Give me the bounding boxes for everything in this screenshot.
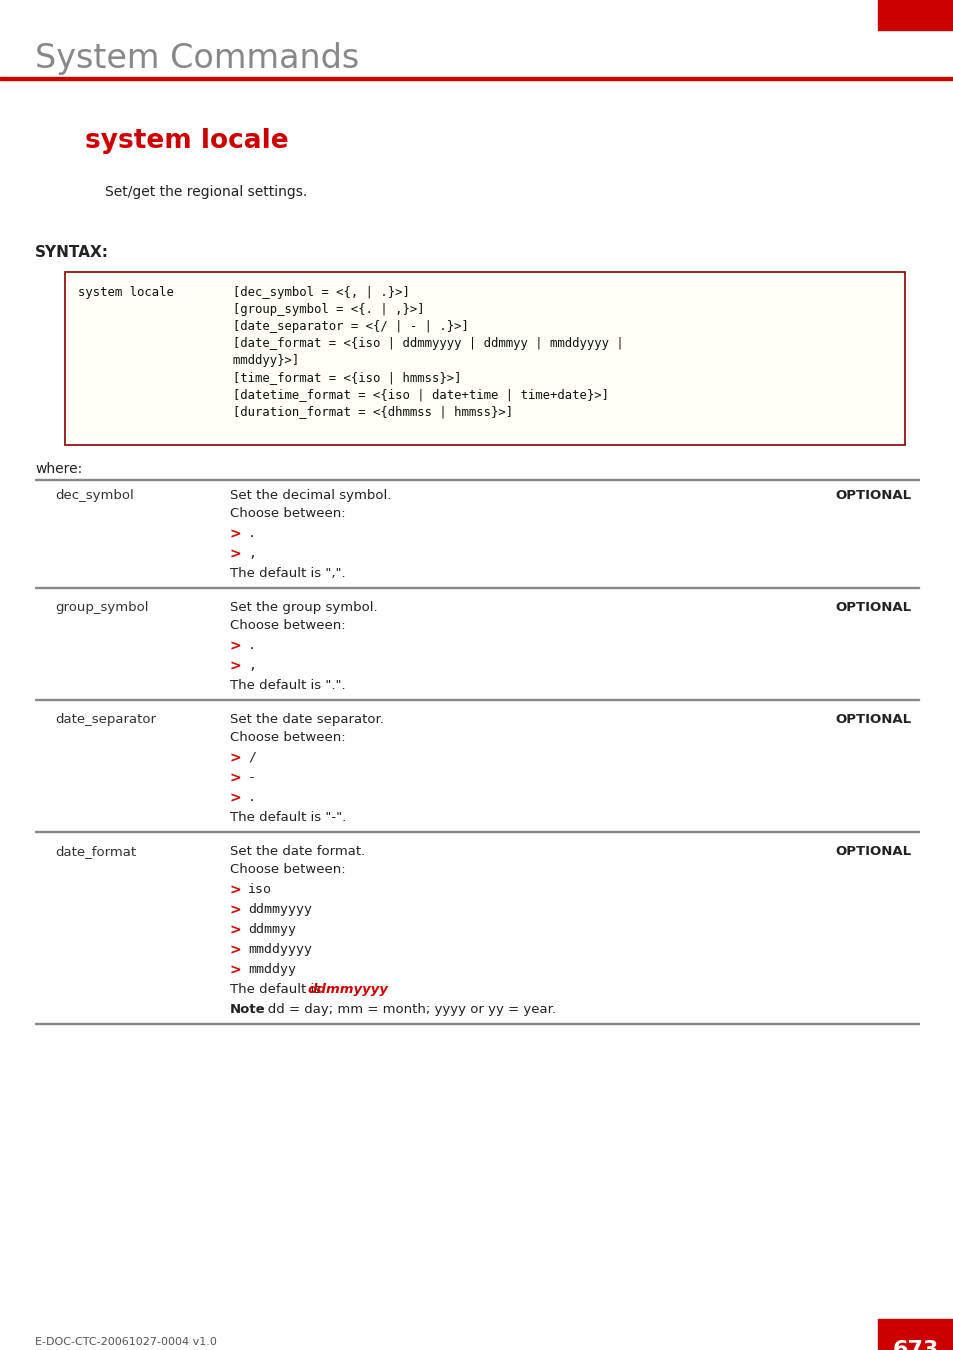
Text: Choose between:: Choose between:: [230, 620, 345, 632]
Text: >: >: [230, 639, 241, 653]
Text: where:: where:: [35, 462, 82, 477]
Text: System Commands: System Commands: [35, 42, 359, 76]
Text: Choose between:: Choose between:: [230, 730, 345, 744]
Text: Set the date format.: Set the date format.: [230, 845, 365, 859]
Text: iso: iso: [248, 883, 272, 896]
Text: date_format: date_format: [55, 845, 136, 859]
Text: [date_format = <{iso | ddmmyyyy | ddmmyy | mmddyyyy |: [date_format = <{iso | ddmmyyyy | ddmmyy…: [78, 338, 623, 350]
Text: [duration_format = <{dhmmss | hmmss}>]: [duration_format = <{dhmmss | hmmss}>]: [78, 405, 513, 418]
Text: OPTIONAL: OPTIONAL: [835, 601, 911, 614]
Text: The default is "-".: The default is "-".: [230, 811, 346, 824]
Text: [time_format = <{iso | hmmss}>]: [time_format = <{iso | hmmss}>]: [78, 371, 461, 383]
Text: The default is ".".: The default is ".".: [230, 679, 345, 693]
Text: mmddyyyy: mmddyyyy: [248, 944, 312, 956]
Text: SYNTAX:: SYNTAX:: [35, 244, 109, 261]
Text: E-DOC-CTC-20061027-0004 v1.0: E-DOC-CTC-20061027-0004 v1.0: [35, 1336, 216, 1347]
Text: >: >: [230, 751, 241, 765]
Text: ddmmyyyy: ddmmyyyy: [248, 903, 312, 917]
Text: >: >: [230, 547, 241, 562]
Text: Choose between:: Choose between:: [230, 863, 345, 876]
Text: >: >: [230, 526, 241, 541]
Text: group_symbol: group_symbol: [55, 601, 149, 614]
Text: dd = day; mm = month; yyyy or yy = year.: dd = day; mm = month; yyyy or yy = year.: [254, 1003, 556, 1017]
Bar: [877, 1319, 953, 1349]
Text: /: /: [248, 751, 255, 764]
Bar: [0, 77, 953, 80]
Text: .: .: [248, 791, 255, 805]
Text: Choose between:: Choose between:: [230, 508, 345, 520]
Bar: [877, 0, 953, 30]
Text: [date_separator = <{/ | - | .}>]: [date_separator = <{/ | - | .}>]: [78, 320, 468, 333]
Text: .: .: [248, 526, 255, 540]
Text: mmddyy: mmddyy: [248, 963, 295, 976]
Text: ,: ,: [248, 659, 255, 672]
Text: dec_symbol: dec_symbol: [55, 489, 133, 502]
Text: >: >: [230, 771, 241, 784]
Text: The default is ",".: The default is ",".: [230, 567, 345, 580]
Bar: [65, 271, 904, 446]
Text: .: .: [355, 983, 358, 996]
Text: >: >: [230, 883, 241, 896]
Text: ddmmyyyy: ddmmyyyy: [307, 983, 388, 996]
Text: mmddyy}>]: mmddyy}>]: [78, 354, 299, 367]
Text: Set the decimal symbol.: Set the decimal symbol.: [230, 489, 391, 502]
Text: -: -: [248, 771, 255, 784]
Text: ,: ,: [248, 547, 255, 560]
Text: date_separator: date_separator: [55, 713, 156, 726]
Text: .: .: [248, 639, 255, 652]
Text: OPTIONAL: OPTIONAL: [835, 845, 911, 859]
Text: Set the date separator.: Set the date separator.: [230, 713, 383, 726]
Text: [datetime_format = <{iso | date+time | time+date}>]: [datetime_format = <{iso | date+time | t…: [78, 387, 608, 401]
Text: Note: Note: [230, 1003, 265, 1017]
Text: The default is: The default is: [230, 983, 325, 996]
Text: Set/get the regional settings.: Set/get the regional settings.: [105, 185, 307, 198]
Text: system locale: system locale: [85, 128, 289, 154]
Text: >: >: [230, 923, 241, 937]
Text: >: >: [230, 791, 241, 805]
Text: >: >: [230, 903, 241, 917]
Text: >: >: [230, 659, 241, 674]
Text: [group_symbol = <{. | ,}>]: [group_symbol = <{. | ,}>]: [78, 302, 424, 316]
Text: OPTIONAL: OPTIONAL: [835, 713, 911, 726]
Text: >: >: [230, 963, 241, 977]
Text: ddmmyy: ddmmyy: [248, 923, 295, 936]
Text: OPTIONAL: OPTIONAL: [835, 489, 911, 502]
Text: >: >: [230, 944, 241, 957]
Text: 673: 673: [892, 1341, 938, 1350]
Text: system locale        [dec_symbol = <{, | .}>]: system locale [dec_symbol = <{, | .}>]: [78, 286, 410, 298]
Text: Set the group symbol.: Set the group symbol.: [230, 601, 377, 614]
